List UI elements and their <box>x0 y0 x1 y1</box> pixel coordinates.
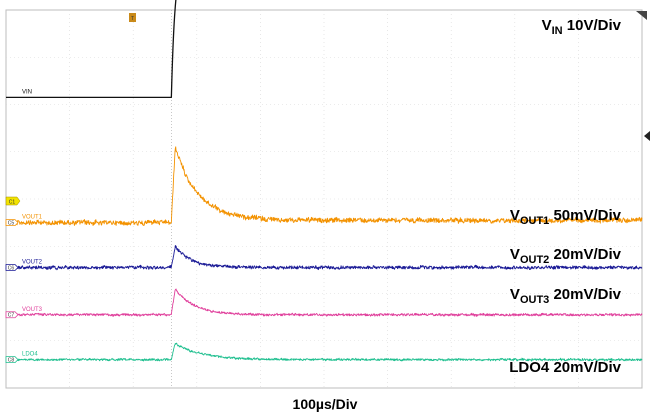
scale-label-ldo4: LDO4 20mV/Div <box>509 359 621 376</box>
channel-tag-vout1: VOUT1 <box>22 215 43 221</box>
trace-vout3 <box>5 288 643 317</box>
grid <box>6 10 642 388</box>
oscilloscope-plot: VIN VOUT1 VOUT2 VOUT3 LDO4 C5 C6 C7 C8 VIN 10V/… <box>5 0 650 389</box>
channel-marker-label: C5 <box>8 220 15 226</box>
channel-marker-label: C6 <box>8 265 15 271</box>
timebase-label: 100µs/Div <box>292 396 358 412</box>
trace-ldo4 <box>5 342 643 362</box>
scale-labels: VIN 10V/Div VOUT1 50mV/Div VOUT2 20mV/Div V… <box>509 17 621 376</box>
channel-marker-vout3: C7 <box>5 311 19 319</box>
trigger-marker-label: T <box>131 16 134 22</box>
trigger-level-marker: C1 <box>5 196 21 206</box>
plot-frame <box>5 9 643 389</box>
channel-marker-label: C7 <box>8 313 15 319</box>
channel-tag-ldo4: LDO4 <box>22 352 38 358</box>
channel-tag-vout2: VOUT2 <box>22 260 43 266</box>
offset-arrow-icon <box>644 131 650 141</box>
scale-label-vin: VIN 10V/Div <box>542 17 622 37</box>
channel-marker-label: C8 <box>8 357 15 363</box>
channel-marker-ldo4: C8 <box>5 356 19 363</box>
traces: VIN VOUT1 VOUT2 VOUT3 LDO4 <box>5 0 643 362</box>
trace-vout1 <box>5 146 643 227</box>
channel-markers: C5 C6 C7 C8 <box>5 219 19 363</box>
channel-tag-vin: VIN <box>22 89 32 95</box>
scale-label-vout3: VOUT3 20mV/Div <box>510 286 622 306</box>
scale-label-vout1: VOUT1 50mV/Div <box>510 207 622 227</box>
scale-label-vout2: VOUT2 20mV/Div <box>510 246 622 266</box>
trace-vin <box>5 0 177 99</box>
channel-marker-vout1: C5 <box>5 219 19 226</box>
trigger-marker: T <box>129 13 136 22</box>
channel-marker-vout2: C6 <box>5 264 19 271</box>
trace-vout2 <box>5 245 643 271</box>
corner-arrow-icon <box>636 11 647 20</box>
channel-tag-vout3: VOUT3 <box>22 307 43 313</box>
trigger-level-label: C1 <box>9 200 16 206</box>
